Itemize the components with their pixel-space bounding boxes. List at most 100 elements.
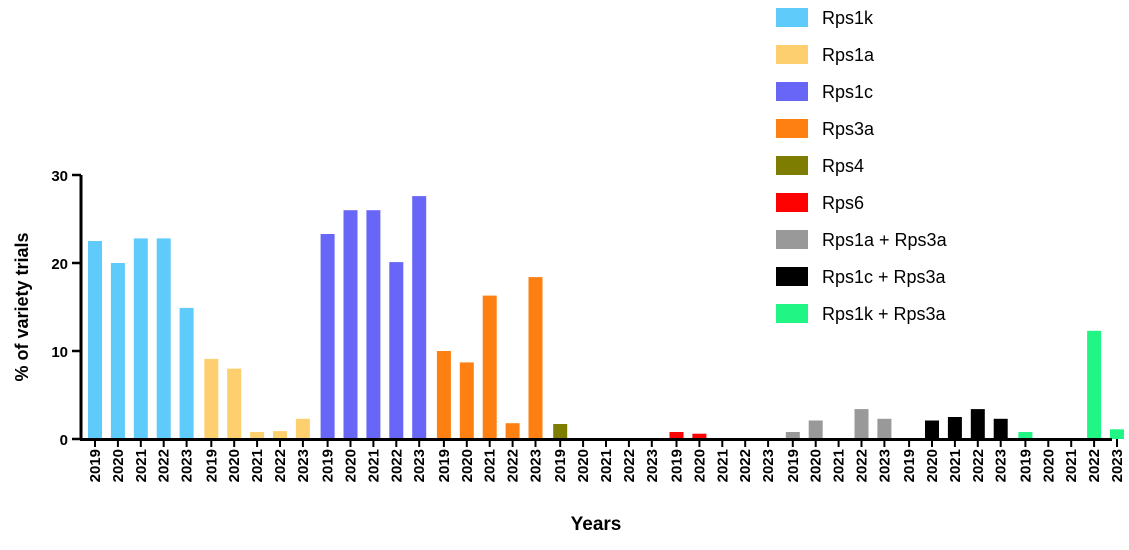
legend-label: Rps1a [822, 45, 875, 65]
x-tick-label: 2021 [1063, 449, 1080, 482]
bar-2-1 [343, 210, 358, 439]
axes-layer [79, 175, 1112, 441]
x-tick-label: 2020 [575, 449, 592, 482]
y-tick-label: 30 [51, 168, 68, 185]
bar-1-0 [204, 358, 219, 439]
x-tick-label: 2019 [1017, 449, 1034, 482]
bar-7-3 [970, 409, 985, 439]
bar-7-4 [993, 418, 1008, 439]
legend-label: Rps3a [822, 119, 875, 139]
bar-2-2 [366, 210, 381, 439]
x-tick-label: 2019 [785, 449, 802, 482]
x-tick-label: 2022 [970, 449, 987, 482]
x-tick-label: 2021 [831, 449, 848, 482]
bar-7-2 [947, 417, 962, 439]
x-tick-label: 2022 [505, 449, 522, 482]
bar-8-3 [1087, 330, 1102, 439]
x-tick-label: 2019 [87, 449, 104, 482]
x-tick-label: 2023 [179, 449, 196, 482]
x-tick-label: 2021 [249, 449, 266, 482]
bar-4-0 [553, 424, 568, 439]
x-tick-label: 2022 [621, 449, 638, 482]
legend: Rps1k Rps1a Rps1c Rps3a Rps4 Rps6 Rps1a + Rps3… [776, 8, 948, 324]
legend-swatch [776, 304, 808, 323]
x-tick-label: 2022 [272, 449, 289, 482]
legend-label: Rps1a + Rps3a [822, 230, 948, 250]
x-ticks-layer: 2019 2020 2021 2022 2023 2019 2020 2021 2022 2023… [87, 439, 1126, 482]
x-tick-label: 2020 [691, 449, 708, 482]
x-tick-label: 2022 [156, 449, 173, 482]
bar-8-0 [1018, 432, 1033, 439]
x-tick-label: 2023 [295, 449, 312, 482]
x-tick-label: 2022 [737, 449, 754, 482]
x-tick-label: 2023 [760, 449, 777, 482]
x-tick-label: 2021 [365, 449, 382, 482]
bar-1-3 [273, 431, 287, 439]
bar-5-0 [669, 432, 684, 439]
x-tick-label: 2020 [343, 449, 360, 482]
bar-3-0 [436, 351, 451, 439]
bar-3-2 [482, 295, 497, 439]
legend-label: Rps1c [822, 82, 873, 102]
x-tick-label: 2022 [854, 449, 871, 482]
bar-8-4 [1110, 429, 1124, 439]
x-tick-label: 2019 [552, 449, 569, 482]
x-tick-label: 2020 [459, 449, 476, 482]
x-tick-label: 2023 [1109, 449, 1126, 482]
y-axis-title: % of variety trials [12, 232, 32, 381]
bar-2-3 [389, 262, 404, 439]
bar-7-1 [925, 420, 939, 439]
bar-0-1 [110, 263, 125, 439]
bars-layer [88, 196, 1124, 439]
x-tick-label: 2019 [901, 449, 918, 482]
legend-swatch [776, 193, 808, 212]
x-tick-label: 2021 [947, 449, 964, 482]
y-tick-label: 20 [51, 256, 68, 273]
x-tick-label: 2023 [876, 449, 893, 482]
bar-1-1 [227, 368, 242, 439]
x-tick-label: 2019 [669, 449, 686, 482]
bar-3-3 [505, 423, 520, 439]
x-tick-label: 2019 [320, 449, 337, 482]
legend-label: Rps1k [822, 8, 874, 28]
x-tick-label: 2020 [808, 449, 825, 482]
bar-6-3 [854, 409, 869, 439]
x-tick-label: 2020 [110, 449, 127, 482]
x-tick-label: 2022 [388, 449, 405, 482]
x-tick-label: 2021 [598, 449, 615, 482]
bar-2-4 [412, 196, 427, 439]
x-tick-label: 2020 [226, 449, 243, 482]
bar-2-0 [320, 234, 335, 439]
y-tick-label: 0 [60, 432, 68, 449]
x-axis-title: Years [571, 514, 622, 535]
x-tick-label: 2020 [924, 449, 941, 482]
x-tick-label: 2021 [133, 449, 150, 482]
x-tick-label: 2021 [714, 449, 731, 482]
legend-swatch [776, 230, 808, 249]
bar-3-4 [528, 277, 543, 439]
bar-6-0 [785, 432, 800, 439]
x-tick-label: 2022 [1086, 449, 1103, 482]
legend-swatch [776, 267, 808, 286]
legend-label: Rps4 [822, 156, 864, 176]
bar-1-2 [250, 432, 265, 439]
bar-5-1 [692, 433, 707, 439]
legend-label: Rps6 [822, 193, 864, 213]
bar-6-1 [808, 420, 823, 439]
x-tick-label: 2019 [203, 449, 220, 482]
bar-0-0 [88, 241, 102, 439]
legend-swatch [776, 119, 808, 138]
x-tick-label: 2021 [482, 449, 499, 482]
y-tick-label: 10 [51, 344, 68, 361]
x-tick-label: 2023 [411, 449, 428, 482]
bar-1-4 [295, 418, 310, 439]
bar-0-4 [179, 307, 194, 439]
legend-swatch [776, 82, 808, 101]
x-tick-label: 2020 [1040, 449, 1057, 482]
x-tick-label: 2019 [436, 449, 453, 482]
legend-label: Rps1k + Rps3a [822, 304, 947, 324]
x-tick-label: 2023 [528, 449, 545, 482]
x-tick-label: 2023 [993, 449, 1010, 482]
legend-label: Rps1c + Rps3a [822, 267, 947, 287]
